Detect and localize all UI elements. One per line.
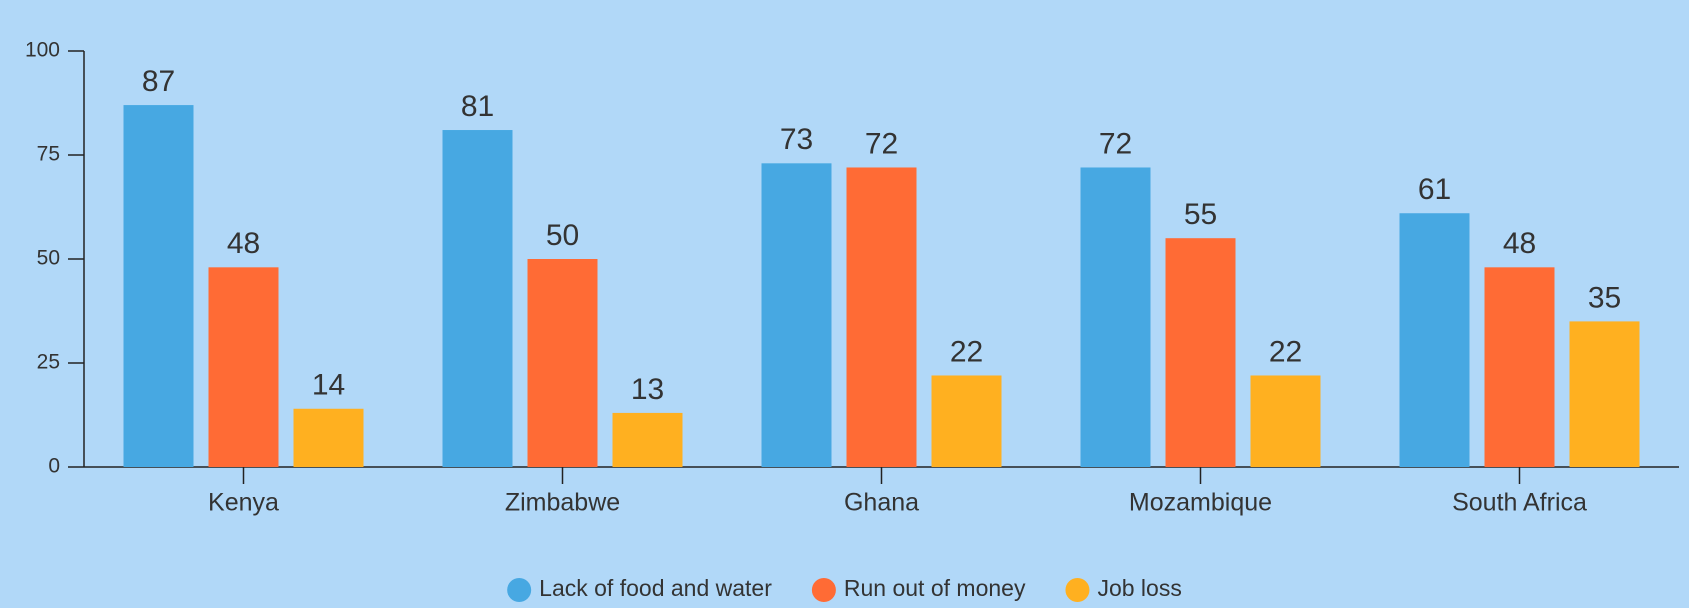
legend-marker [811,578,836,602]
data-label: 14 [312,369,345,402]
bar [442,130,513,468]
x-tick-label: Mozambique [1129,489,1272,517]
data-label: 55 [1184,198,1217,231]
data-label: 48 [1503,227,1536,260]
bar [293,408,364,467]
bar [612,412,683,467]
bar [1484,267,1555,467]
data-label: 48 [227,227,260,260]
legend-marker [507,578,532,602]
y-tick-label: 50 [37,247,60,270]
y-tick-label: 100 [25,39,60,62]
data-label: 22 [950,335,983,368]
bar [1165,238,1236,467]
bar [1399,213,1470,467]
data-label: 72 [1099,127,1132,160]
legend-marker [1065,578,1090,602]
bar [1080,167,1151,468]
legend-label: Lack of food and water [539,575,772,601]
bar [931,375,1002,467]
data-label: 50 [546,219,579,252]
bar [761,163,832,467]
legend-label: Job loss [1097,575,1181,601]
data-label: 87 [142,65,175,98]
x-tick-label: Kenya [208,489,279,517]
x-tick-label: South Africa [1452,489,1587,517]
y-tick-label: 25 [37,351,60,374]
y-tick-label: 0 [48,455,60,478]
y-tick-label: 75 [37,143,60,166]
data-label: 81 [461,90,494,123]
data-label: 73 [780,123,813,156]
bar [1250,375,1321,467]
data-label: 35 [1588,281,1621,314]
data-label: 72 [865,127,898,160]
x-tick-label: Ghana [844,489,919,517]
bar [1569,321,1640,467]
bar [123,105,194,467]
data-label: 61 [1418,173,1451,206]
bar [527,259,598,467]
bar [208,267,279,467]
legend-label: Run out of money [844,575,1026,601]
x-tick-label: Zimbabwe [505,489,620,517]
data-label: 13 [631,373,664,406]
data-label: 22 [1269,335,1302,368]
bar [846,167,917,468]
